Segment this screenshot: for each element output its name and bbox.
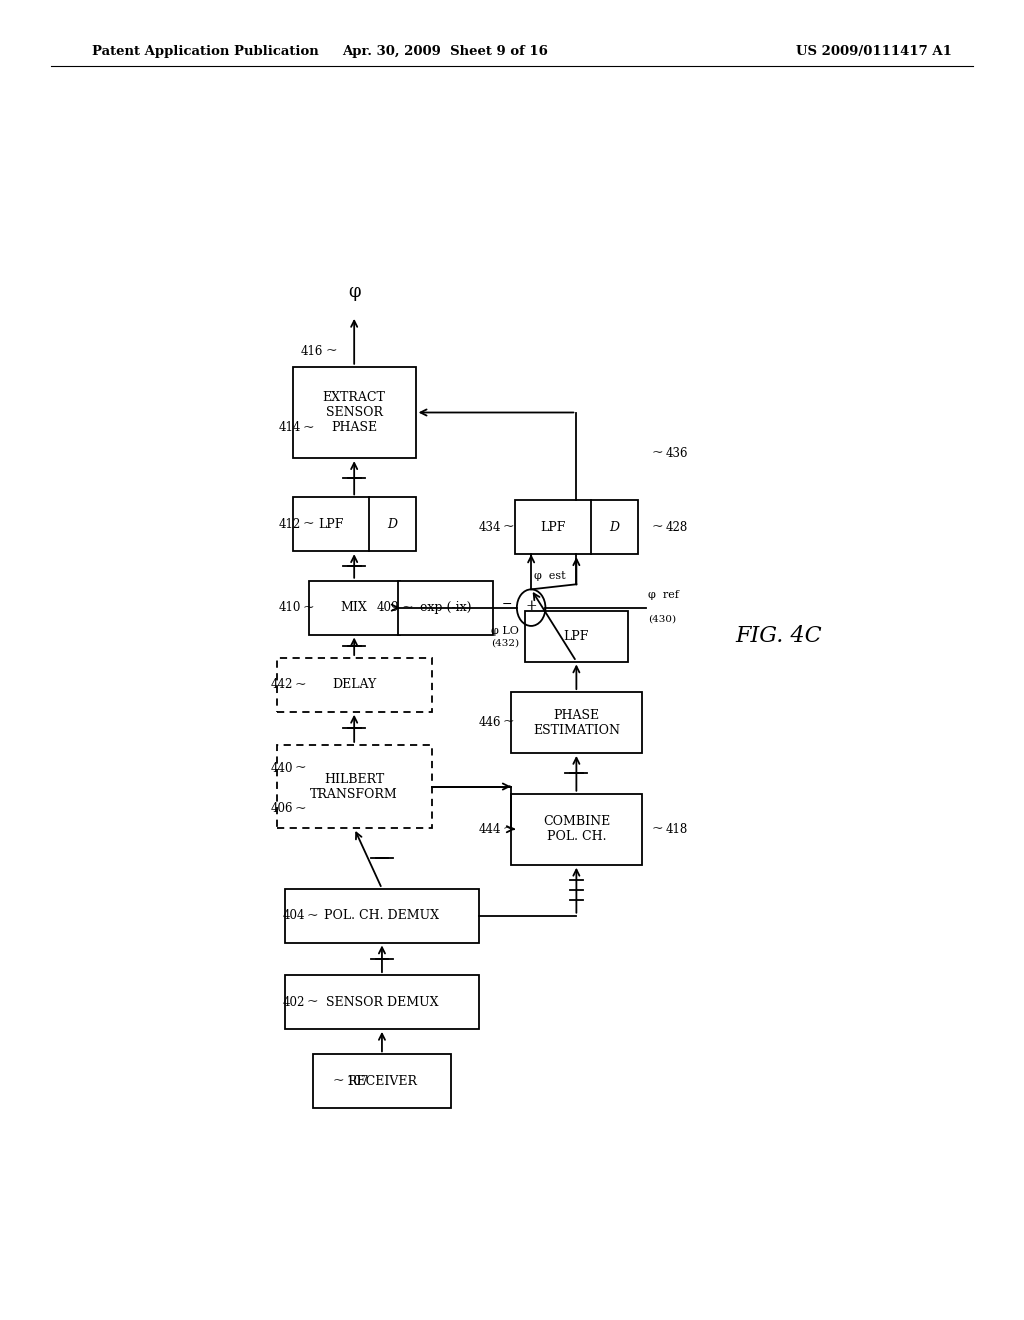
Bar xyxy=(276,657,431,711)
Bar xyxy=(524,611,628,661)
Text: ~: ~ xyxy=(503,822,514,837)
Text: MIX: MIX xyxy=(341,601,368,614)
Text: Patent Application Publication: Patent Application Publication xyxy=(92,45,318,58)
Text: ~: ~ xyxy=(295,801,306,816)
Text: +: + xyxy=(525,598,537,612)
Text: ~: ~ xyxy=(652,520,664,535)
Text: ~: ~ xyxy=(503,715,514,730)
Text: US 2009/0111417 A1: US 2009/0111417 A1 xyxy=(797,45,952,58)
Text: Apr. 30, 2009  Sheet 9 of 16: Apr. 30, 2009 Sheet 9 of 16 xyxy=(342,45,549,58)
Text: ~: ~ xyxy=(303,421,314,434)
Text: RECEIVER: RECEIVER xyxy=(347,1074,417,1088)
Text: ~: ~ xyxy=(295,678,306,692)
Text: 434: 434 xyxy=(478,521,501,533)
Text: 410: 410 xyxy=(279,601,301,614)
Text: 412: 412 xyxy=(279,517,301,531)
Text: ~: ~ xyxy=(307,908,318,923)
Text: SENSOR DEMUX: SENSOR DEMUX xyxy=(326,995,438,1008)
Bar xyxy=(515,500,638,554)
Bar xyxy=(293,367,416,458)
Bar xyxy=(511,692,642,752)
Text: 428: 428 xyxy=(666,521,687,533)
Bar xyxy=(308,581,399,635)
Text: ~: ~ xyxy=(303,601,314,615)
Text: DELAY: DELAY xyxy=(332,678,376,692)
Text: −: − xyxy=(502,598,512,611)
Text: 414: 414 xyxy=(279,421,301,434)
Bar xyxy=(276,744,431,828)
Text: 444: 444 xyxy=(478,822,501,836)
Text: LPF: LPF xyxy=(318,517,343,531)
Text: φ  ref: φ ref xyxy=(648,590,679,599)
Text: ~: ~ xyxy=(303,517,314,532)
Text: 418: 418 xyxy=(666,822,687,836)
Bar xyxy=(312,1055,452,1109)
Text: ~: ~ xyxy=(333,1074,344,1088)
Text: (430): (430) xyxy=(648,615,676,624)
Text: 436: 436 xyxy=(666,446,688,459)
Text: D: D xyxy=(387,517,397,531)
Bar xyxy=(293,498,416,552)
Text: LPF: LPF xyxy=(541,521,565,533)
Bar xyxy=(285,888,479,942)
Text: ~: ~ xyxy=(295,762,306,775)
Text: LPF: LPF xyxy=(563,630,589,643)
Text: PHASE
ESTIMATION: PHASE ESTIMATION xyxy=(532,709,620,737)
Text: 404: 404 xyxy=(283,909,305,923)
Text: φ LO: φ LO xyxy=(492,626,519,636)
Text: D: D xyxy=(609,521,620,533)
Text: (432): (432) xyxy=(490,638,519,647)
Text: exp (-ix): exp (-ix) xyxy=(420,601,471,614)
Text: FIG. 4C: FIG. 4C xyxy=(735,626,822,647)
Text: ~: ~ xyxy=(401,601,413,615)
Text: ~: ~ xyxy=(503,520,514,535)
Bar xyxy=(511,793,642,865)
Text: 107: 107 xyxy=(346,1074,369,1088)
Text: ~: ~ xyxy=(307,995,318,1008)
Bar xyxy=(285,975,479,1030)
Text: EXTRACT
SENSOR
PHASE: EXTRACT SENSOR PHASE xyxy=(323,391,386,434)
Text: POL. CH. DEMUX: POL. CH. DEMUX xyxy=(325,909,439,923)
Text: 442: 442 xyxy=(270,678,293,692)
Bar xyxy=(397,581,494,635)
Text: 406: 406 xyxy=(270,803,293,816)
Text: φ  est: φ est xyxy=(534,572,565,581)
Text: 416: 416 xyxy=(301,345,324,358)
Text: φ: φ xyxy=(348,282,360,301)
Text: ~: ~ xyxy=(652,446,664,461)
Text: HILBERT
TRANSFORM: HILBERT TRANSFORM xyxy=(310,772,398,800)
Text: 446: 446 xyxy=(478,715,501,729)
Text: COMBINE
POL. CH.: COMBINE POL. CH. xyxy=(543,816,610,843)
Text: ~: ~ xyxy=(325,345,337,359)
Text: ~: ~ xyxy=(652,822,664,837)
Text: 440: 440 xyxy=(270,762,293,775)
Text: 409: 409 xyxy=(377,601,399,614)
Text: 402: 402 xyxy=(283,995,305,1008)
